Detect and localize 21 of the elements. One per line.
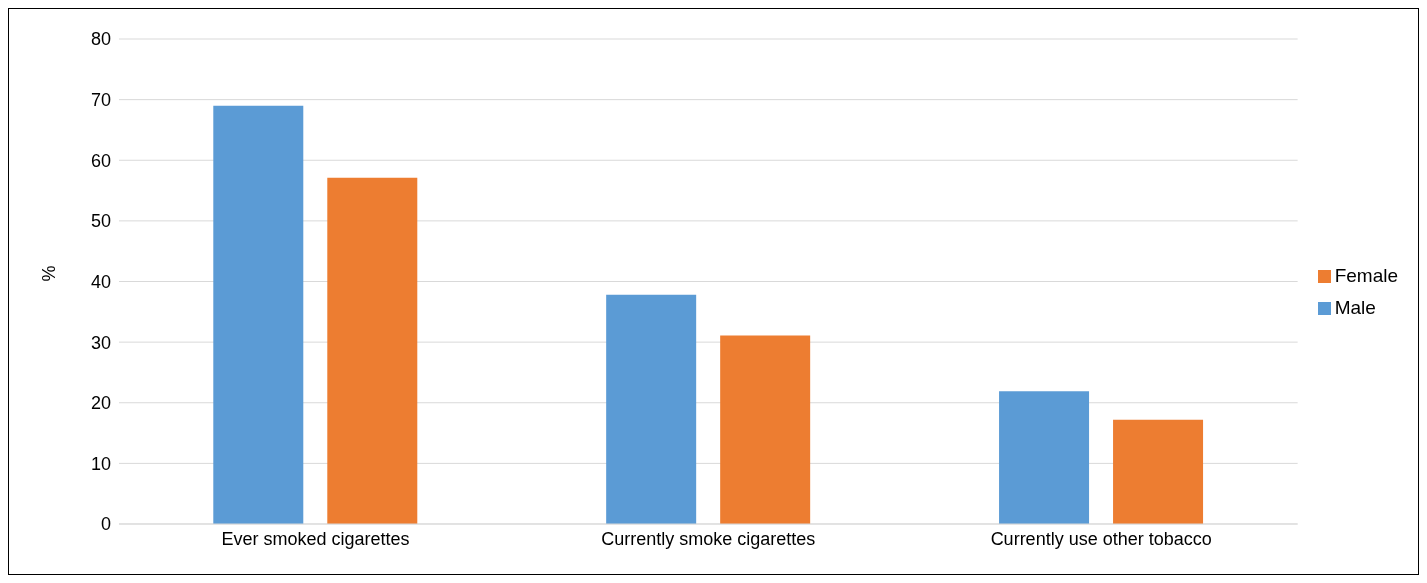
legend-label: Female: [1334, 264, 1398, 286]
legend-label: Male: [1334, 296, 1376, 318]
bar: [999, 391, 1090, 524]
x-tick-label: Currently use other tobacco: [990, 528, 1212, 549]
y-tick-label: 70: [90, 90, 111, 111]
bar: [213, 105, 304, 524]
y-tick-label: 50: [90, 211, 111, 232]
y-tick-label: 10: [90, 453, 111, 474]
y-tick-label: 40: [90, 271, 111, 292]
y-tick-label: 80: [90, 29, 111, 50]
y-tick-label: 30: [90, 332, 111, 353]
y-tick-label: 60: [90, 150, 111, 171]
x-tick-label: Currently smoke cigarettes: [601, 528, 816, 549]
y-tick-label: 20: [90, 393, 111, 414]
bar: [606, 294, 697, 524]
bar: [327, 177, 418, 524]
y-tick-label: 0: [100, 514, 111, 535]
bar: [720, 335, 811, 524]
x-tick-label: Ever smoked cigarettes: [221, 528, 410, 549]
y-axis-title: %: [39, 265, 60, 282]
bar: [1113, 419, 1204, 524]
